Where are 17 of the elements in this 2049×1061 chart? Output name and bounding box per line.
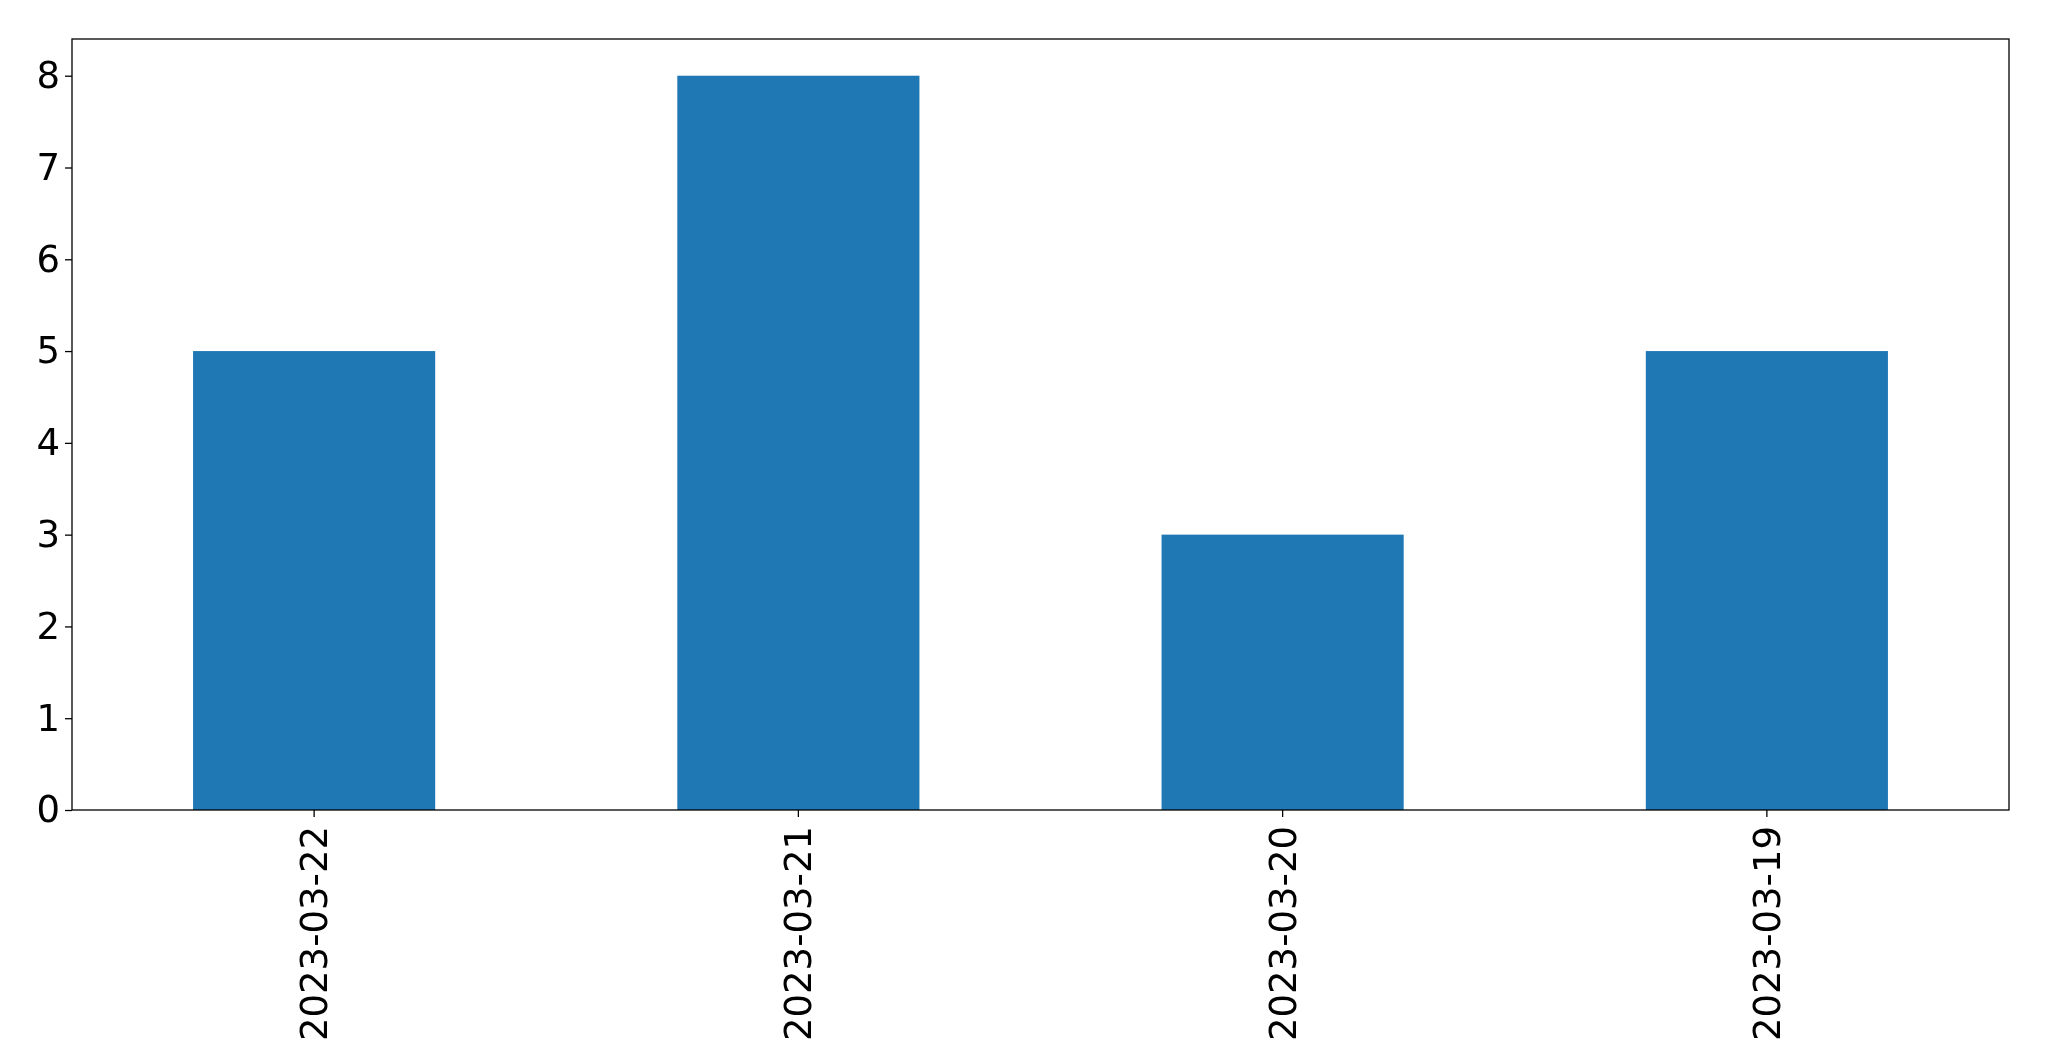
y-tick-label: 8 [36,54,60,98]
y-tick-label: 4 [36,421,60,465]
bar [677,75,920,810]
bar [1645,351,1888,810]
y-tick-label: 3 [36,512,60,556]
bar [1161,534,1404,810]
x-tick-label: 2023-03-20 [1261,826,1305,1042]
y-tick-label: 7 [36,145,60,189]
bar [193,351,436,810]
x-tick-label: 2023-03-21 [777,826,821,1042]
x-tick-label: 2023-03-19 [1745,826,1789,1042]
y-tick-label: 1 [36,696,60,740]
x-tick-label: 2023-03-22 [293,826,337,1042]
y-tick-label: 6 [36,237,60,281]
y-tick-label: 5 [36,329,60,373]
y-tick-label: 2 [36,604,60,648]
y-tick-label: 0 [36,788,60,832]
